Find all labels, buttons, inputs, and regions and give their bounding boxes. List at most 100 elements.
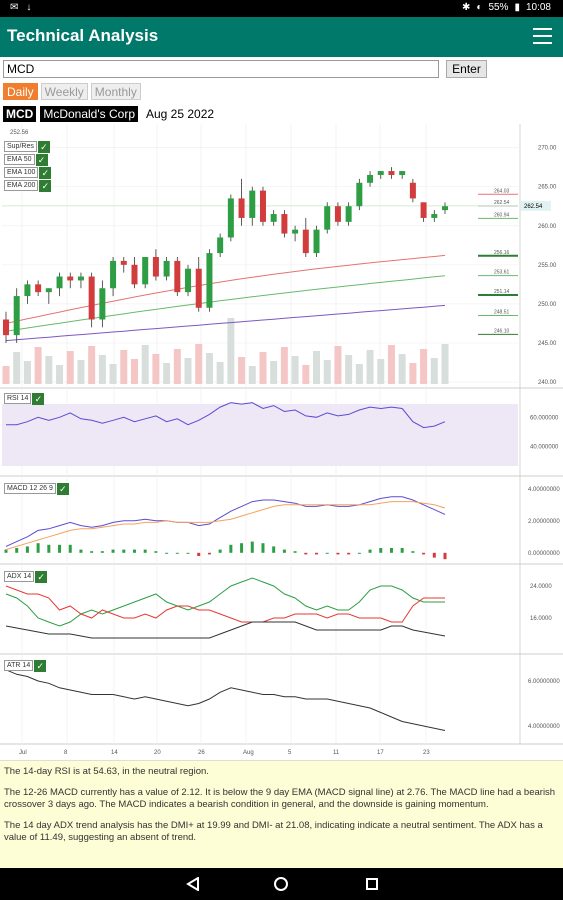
back-icon[interactable]	[186, 877, 200, 891]
candle-body	[131, 264, 138, 285]
stock-date: Aug 25 2022	[146, 107, 215, 121]
notification-icon: ✉	[10, 2, 19, 13]
candle-body	[356, 182, 363, 207]
legend-label: ADX 14	[4, 571, 35, 582]
legend-item[interactable]: ATR 14 ✓	[4, 659, 47, 672]
price-axis-label: 245.00	[538, 341, 557, 347]
macd-histogram-bar	[304, 552, 308, 555]
volume-bar	[130, 359, 138, 384]
hamburger-menu-icon[interactable]	[533, 28, 552, 45]
macd-histogram-bar	[186, 552, 190, 554]
candle-body	[227, 198, 234, 238]
candle-body	[334, 206, 341, 222]
check-icon[interactable]: ✓	[35, 153, 48, 166]
volume-bar	[2, 366, 10, 384]
wifi-icon: ◐	[476, 2, 483, 13]
chart-area[interactable]: Jul 8 14 20 26 Aug 5 11 17 23 270.00 265.00 260.00 25…	[0, 124, 563, 758]
macd-axis-label: 2.00000000	[528, 519, 560, 525]
volume-bar	[216, 362, 224, 384]
volume-bar	[120, 350, 128, 384]
candle-body	[431, 214, 438, 218]
candle-body	[206, 253, 213, 308]
volume-bar	[195, 344, 203, 384]
enter-button[interactable]: Enter	[446, 60, 487, 78]
candle-body	[377, 171, 384, 175]
x-tick-label: 26	[198, 750, 205, 756]
candle-body	[88, 276, 95, 320]
volume-bar	[420, 349, 428, 384]
check-icon[interactable]: ✓	[56, 482, 69, 495]
legend-item[interactable]: EMA 200 ✓	[4, 179, 52, 192]
candle-body	[388, 171, 395, 175]
macd-histogram-bar	[122, 549, 126, 553]
x-tick-label: 8	[64, 750, 68, 756]
candle-body	[67, 276, 74, 281]
macd-histogram-bar	[25, 546, 29, 553]
analysis-summary: The 14-day RSI is at 54.63, in the neutr…	[0, 760, 563, 868]
technical-chart-svg[interactable]: Jul 8 14 20 26 Aug 5 11 17 23 270.00 265.00 260.00 25…	[0, 124, 563, 758]
rsi-band	[2, 404, 518, 466]
home-icon[interactable]	[274, 877, 288, 891]
legend-item[interactable]: ADX 14 ✓	[4, 570, 48, 583]
period-selector: Daily Weekly Monthly	[3, 83, 141, 100]
macd-histogram-bar	[4, 549, 8, 553]
candle-body	[302, 229, 309, 254]
macd-histogram-bar	[68, 544, 72, 553]
macd-histogram-bar	[432, 552, 436, 558]
volume-bar	[280, 347, 288, 384]
candle-body	[281, 214, 288, 234]
candle-body	[367, 174, 374, 183]
check-icon[interactable]: ✓	[37, 140, 50, 153]
check-icon[interactable]: ✓	[39, 179, 52, 192]
adx-axis-label: 24.0000	[530, 584, 552, 590]
legend-item[interactable]: MACD 12 26 9 ✓	[4, 482, 69, 495]
volume-bar	[259, 352, 267, 384]
legend-label: RSI 14	[4, 393, 32, 404]
check-icon[interactable]: ✓	[34, 659, 47, 672]
volume-bar	[88, 346, 96, 384]
candle-body	[142, 257, 149, 285]
status-bar: ✉ ↓ ✱ ◐ 55% ▮ 10:08	[0, 0, 563, 17]
macd-summary: The 12-26 MACD currently has a value of …	[4, 787, 556, 810]
price-axis-label: 265.00	[538, 185, 557, 191]
price-axis-label: 255.00	[538, 263, 557, 269]
stock-symbol: MCD	[3, 106, 37, 122]
macd-axis-label: 0.00000000	[528, 551, 560, 557]
macd-histogram-bar	[250, 541, 254, 553]
symbol-search-input[interactable]	[3, 60, 439, 78]
macd-histogram-bar	[229, 544, 233, 553]
check-icon[interactable]: ✓	[35, 570, 48, 583]
atr-legend: ATR 14 ✓	[4, 659, 47, 672]
download-icon: ↓	[26, 2, 32, 13]
macd-histogram-bar	[325, 552, 329, 554]
volume-bar	[45, 356, 53, 384]
volume-bar	[355, 364, 363, 384]
macd-histogram-bar	[175, 552, 179, 554]
clock: 10:08	[525, 2, 551, 13]
candle-body	[45, 288, 52, 293]
candle-body	[238, 198, 245, 218]
legend-item[interactable]: EMA 50 ✓	[4, 153, 51, 166]
candle-body	[313, 229, 320, 254]
period-daily-button[interactable]: Daily	[3, 83, 38, 100]
volume-bar	[34, 347, 42, 384]
volume-bar	[334, 346, 342, 384]
period-weekly-button[interactable]: Weekly	[40, 83, 88, 100]
check-icon[interactable]: ✓	[39, 166, 52, 179]
support-resistance-label: 251.14	[494, 289, 510, 295]
rsi-line	[6, 402, 446, 429]
volume-bar	[248, 366, 256, 384]
current-price-label: 262.54	[524, 204, 543, 210]
volume-bar	[313, 351, 321, 384]
period-monthly-button[interactable]: Monthly	[90, 83, 141, 100]
legend-item[interactable]: Sup/Res ✓	[4, 140, 51, 153]
support-resistance-label: 262.54	[494, 200, 510, 206]
battery-icon: ▮	[514, 2, 520, 13]
recent-apps-icon[interactable]	[366, 878, 378, 890]
legend-label: MACD 12 26 9	[4, 483, 56, 494]
legend-label: EMA 50	[4, 154, 35, 165]
rsi-axis-label: 60.000000	[530, 415, 559, 421]
check-icon[interactable]: ✓	[32, 392, 45, 405]
legend-item[interactable]: EMA 100 ✓	[4, 166, 52, 179]
legend-item[interactable]: RSI 14 ✓	[4, 392, 45, 405]
